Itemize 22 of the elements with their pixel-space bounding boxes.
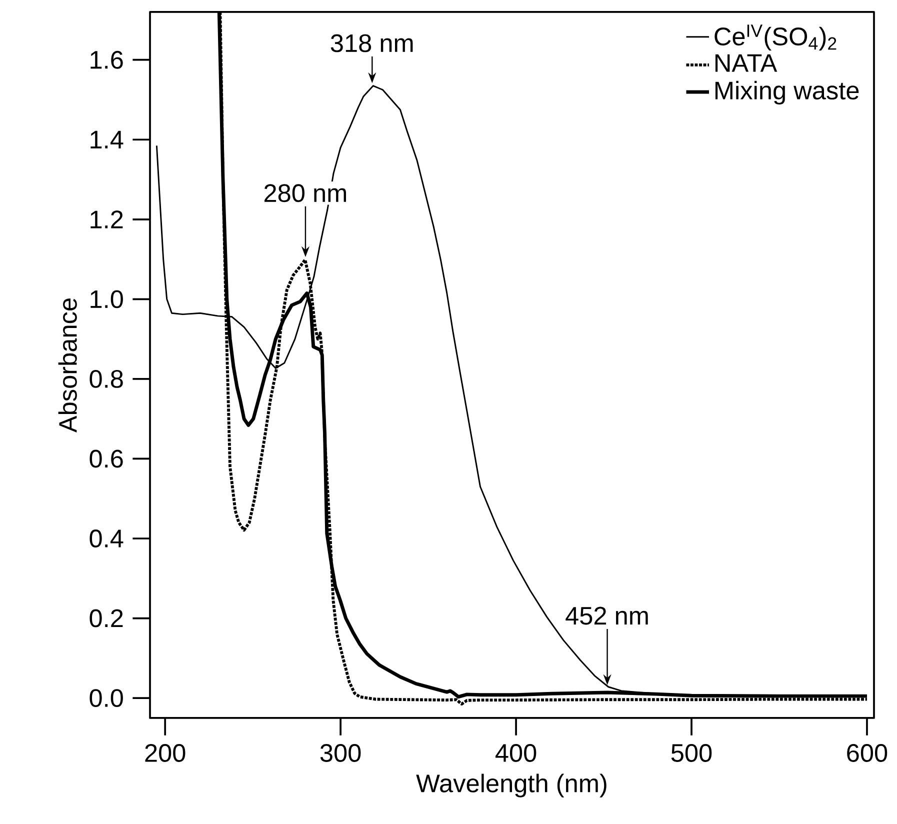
legend-label: Mixing waste — [715, 80, 859, 105]
annotation: 452 nm — [566, 606, 648, 625]
annotation: 318 nm — [330, 34, 413, 52]
y-tick-label: 1.2 — [90, 210, 123, 228]
y-tick-label: 0.2 — [90, 609, 123, 628]
annotation: 280 nm — [264, 184, 346, 202]
x-tick-label: 500 — [671, 744, 712, 762]
x-tick-label: 600 — [847, 744, 888, 762]
y-tick-label: 0.4 — [90, 530, 124, 548]
x-axis-title: Wavelength (nm) — [416, 774, 606, 798]
x-tick-label: 400 — [495, 744, 536, 762]
x-tick-label: 300 — [320, 744, 361, 762]
y-axis-title: Absorbance — [58, 298, 77, 433]
y-tick-label: 0.0 — [90, 689, 123, 708]
y-tick-label: 0.8 — [90, 370, 123, 388]
y-tick-label: 1.0 — [90, 290, 123, 308]
y-tick-label: 1.6 — [90, 50, 123, 69]
legend-label: Ce$^{IV}$(SO$_{4}$)$_{2}$ — [714, 24, 836, 50]
y-tick-label: 1.4 — [90, 130, 124, 148]
x-tick-label: 200 — [145, 744, 186, 762]
legend-label: NATA — [715, 54, 778, 72]
y-tick-label: 0.6 — [90, 450, 123, 468]
